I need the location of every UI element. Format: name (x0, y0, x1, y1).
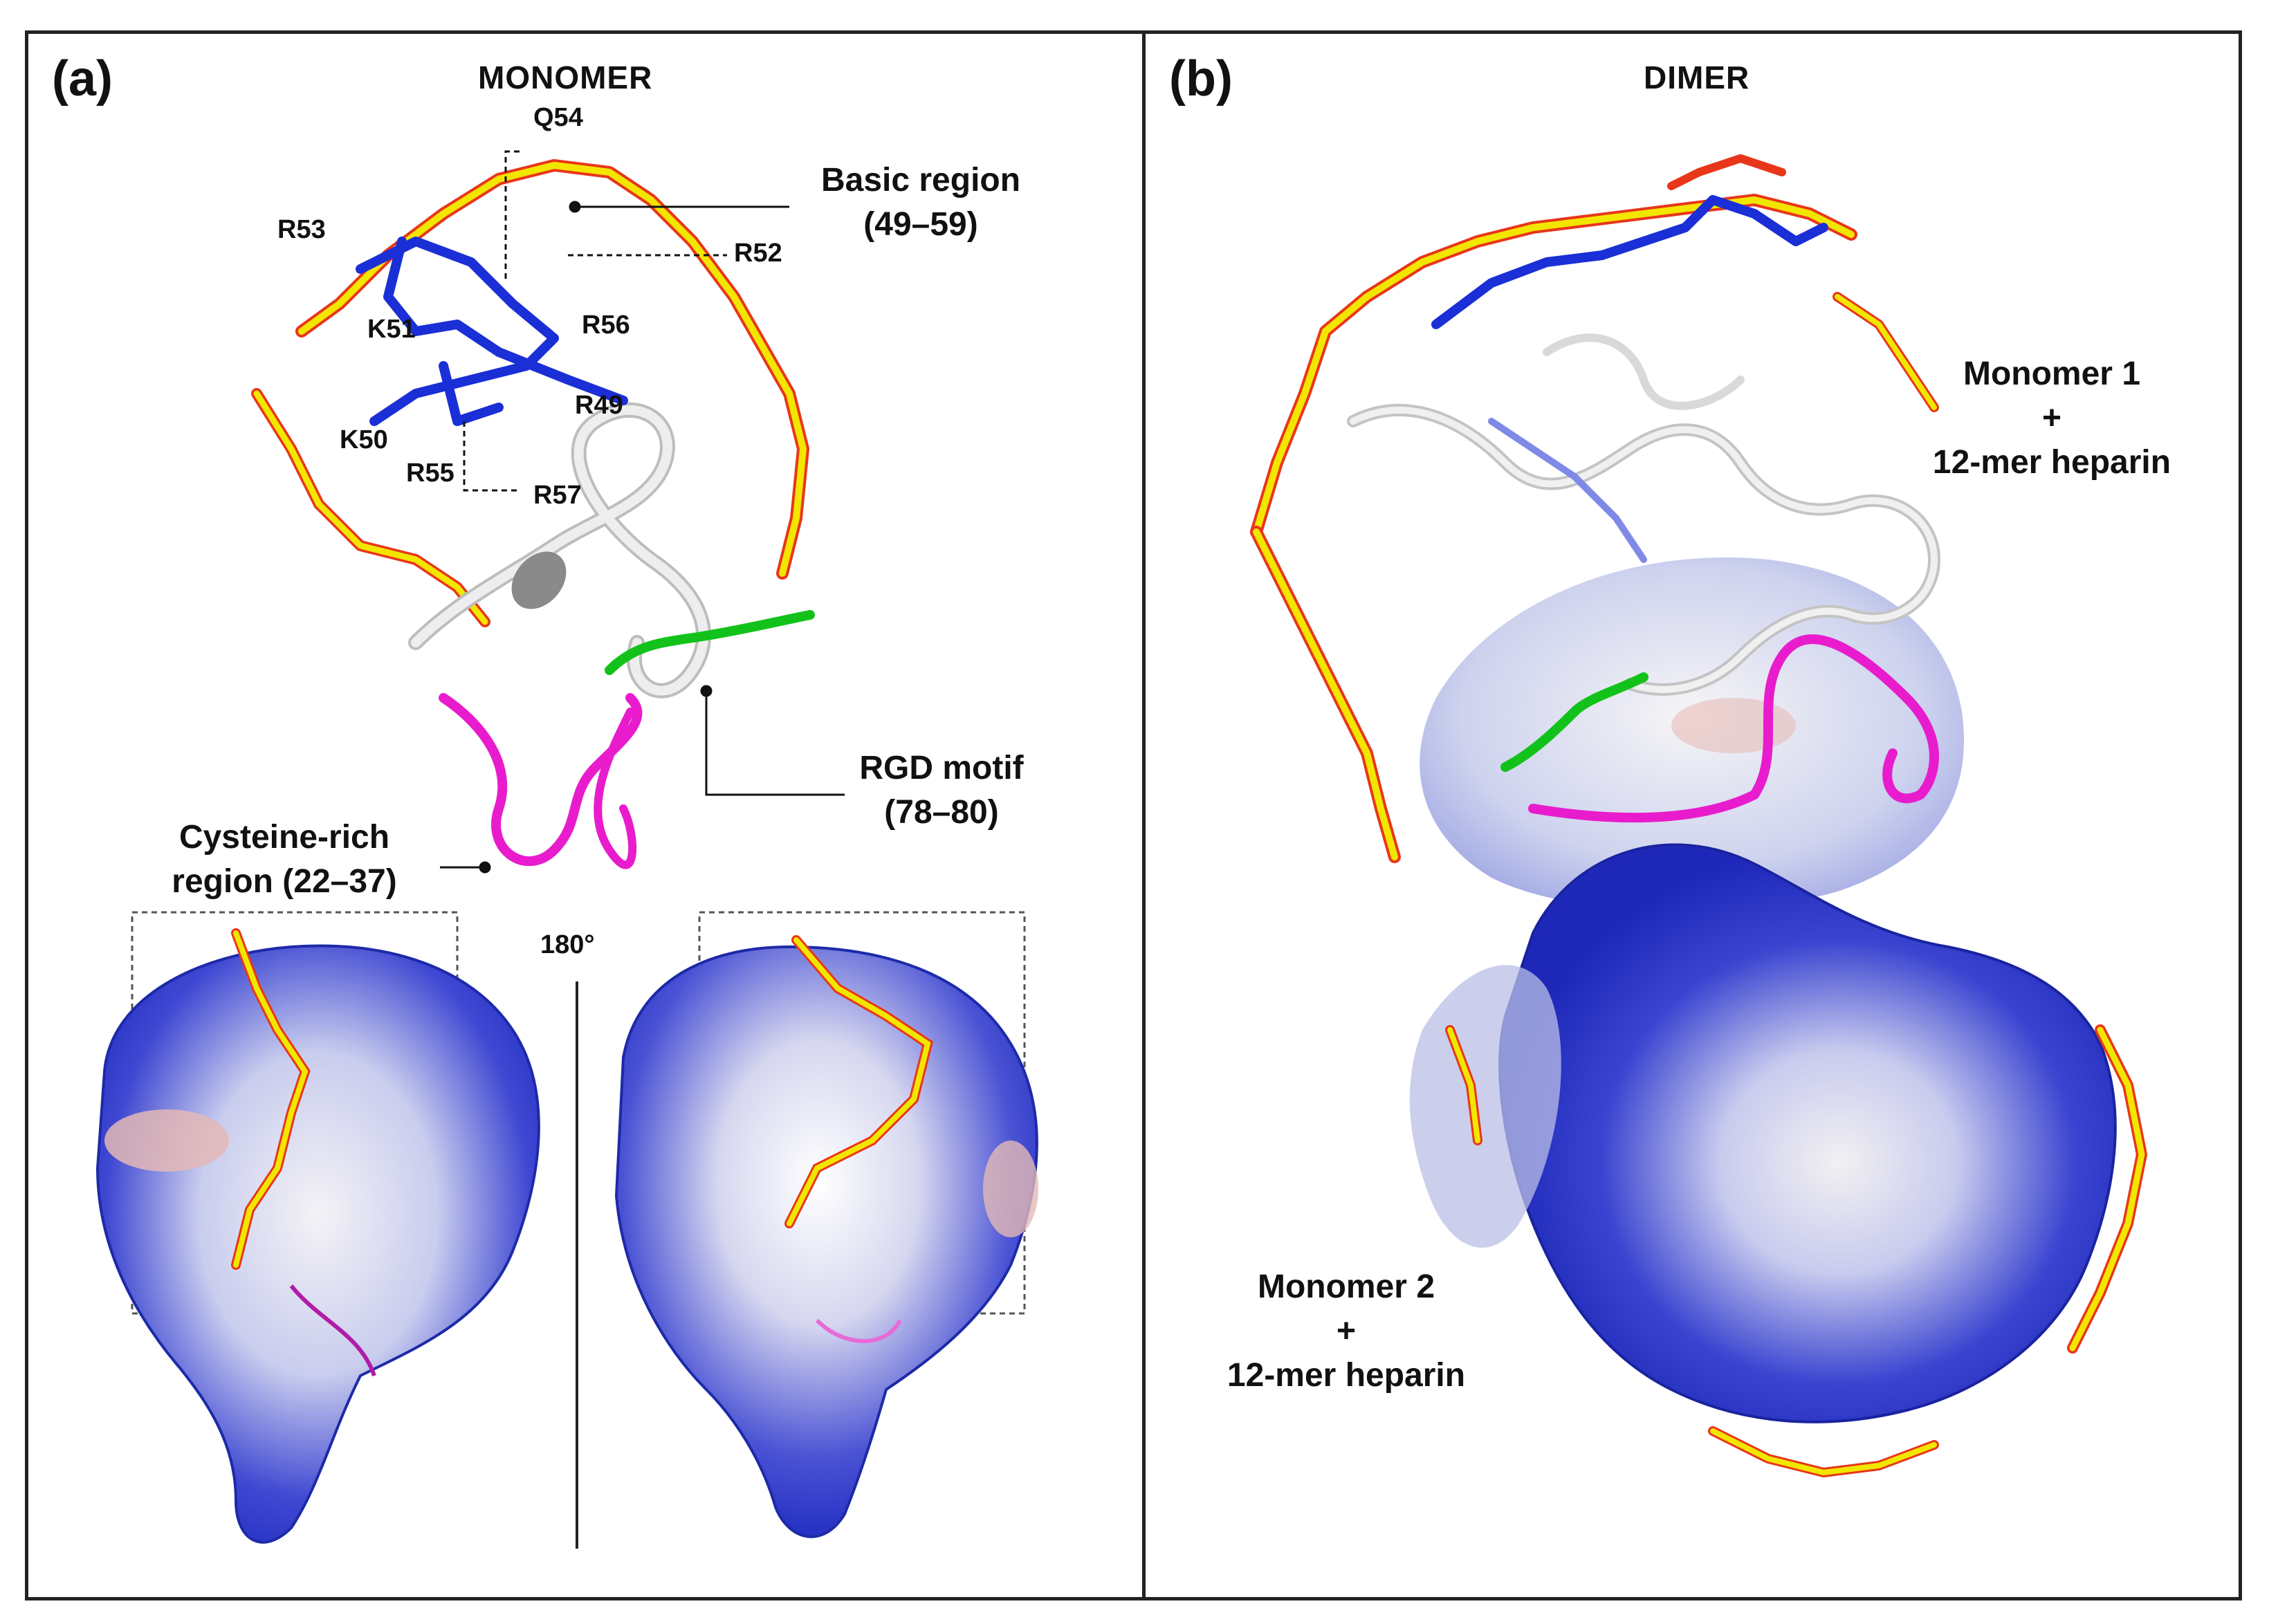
residue-r57-label: R57 (533, 481, 582, 510)
monomer1-line1: Monomer 1 (1963, 356, 2141, 392)
basic-region-title: Basic region (820, 162, 1021, 199)
monomer2-surface (1498, 843, 2117, 1423)
monomer1-backbone (1347, 333, 1941, 696)
monomer-structure-illustration (95, 150, 1038, 1549)
dimer-structure-illustration (1250, 154, 2147, 1477)
cysteine-region-ribbon-2 (594, 708, 637, 869)
panel-a-letter: (a) (52, 51, 113, 107)
residue-r56-label: R56 (582, 311, 630, 340)
panel-a-monomer: (a) MONOMER Q54 R53 R52 K51 R56 R49 K50 … (25, 30, 1146, 1600)
panel-b-letter: (b) (1169, 51, 1233, 107)
monomer1-line3: 12-mer heparin (1932, 444, 2171, 481)
monomer1-basic-region (1431, 195, 1828, 329)
panel-b-heading: DIMER (1644, 59, 1750, 95)
basic-region-range: (49–59) (863, 206, 978, 243)
leader-lines (440, 150, 845, 874)
cysteine-region-label: Cysteine-rich region (22–37) (139, 815, 430, 904)
monomer2-line3: 12-mer heparin (1227, 1357, 1466, 1394)
monomer2-label: Monomer 2 + 12-mer heparin (1201, 1265, 1491, 1398)
cysteine-region-ribbon (439, 693, 643, 867)
basic-region-sticks (356, 237, 628, 426)
dimer-cysteine-region (1528, 634, 1939, 823)
residue-q54-label: Q54 (533, 103, 583, 132)
rgd-motif-range: (78–80) (884, 794, 999, 831)
rgd-motif-label: RGD motif (78–80) (831, 746, 1052, 835)
residue-k51-label: K51 (367, 315, 416, 344)
cysteine-region-range: region (22–37) (172, 863, 397, 900)
monomer2-line2: + (1336, 1313, 1357, 1349)
residue-r49-label: R49 (575, 391, 623, 420)
rgd-motif-ribbon (605, 610, 815, 675)
residue-r52-label: R52 (734, 239, 782, 268)
monomer1-label: Monomer 1 + 12-mer heparin (1907, 352, 2197, 485)
basic-region-label: Basic region (49–59) (796, 158, 1045, 247)
panel-a-heading: MONOMER (478, 59, 653, 95)
dimer-rgd-motif (1500, 672, 1648, 772)
surface-left (95, 928, 540, 1544)
cysteine-region-title: Cysteine-rich (178, 819, 390, 856)
heparin-chain-monomer1 (1250, 154, 1939, 863)
monomer1-basic-region-faded (1488, 418, 1647, 563)
panel-b-dimer: (b) DIMER Monomer 1 + 12-mer heparin Mon… (1142, 30, 2242, 1600)
residue-k50-label: K50 (340, 425, 388, 454)
monomer2-line1: Monomer 2 (1257, 1268, 1435, 1305)
monomer1-line2: + (2041, 400, 2062, 436)
backbone-ribbon (408, 402, 712, 699)
rgd-motif-title: RGD motif (859, 750, 1024, 786)
surface-right (614, 935, 1038, 1538)
residue-r55-label: R55 (406, 459, 454, 488)
negative-patch (1671, 698, 1796, 753)
rotation-label: 180° (540, 930, 595, 959)
residue-r53-label: R53 (277, 215, 326, 244)
heparin-chain-monomer2 (1445, 1024, 2147, 1477)
